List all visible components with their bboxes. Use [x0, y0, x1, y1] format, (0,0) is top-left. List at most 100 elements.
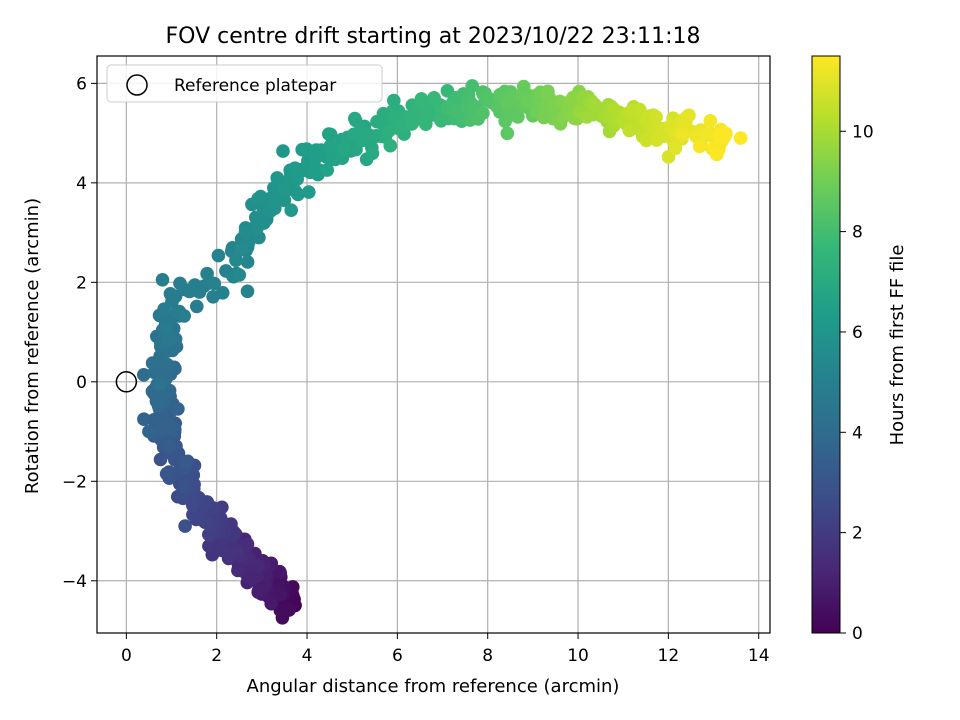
data-point — [387, 93, 401, 108]
data-point — [177, 479, 192, 494]
legend-label-reference: Reference platepar — [174, 76, 336, 96]
scatter-points — [115, 79, 748, 625]
x-tick-label: 10 — [567, 646, 589, 666]
data-point — [326, 139, 340, 154]
x-tick-label: 14 — [748, 646, 770, 666]
x-tick-label: 4 — [302, 646, 313, 666]
data-point — [186, 507, 200, 522]
data-point — [310, 164, 324, 178]
legend: Reference platepar — [106, 64, 383, 103]
data-point — [251, 583, 266, 598]
data-point — [161, 332, 175, 347]
y-tick-label: 0 — [76, 373, 87, 393]
data-point — [692, 139, 707, 154]
y-tick-label: 4 — [76, 174, 87, 194]
data-point — [320, 163, 335, 177]
data-point — [215, 286, 230, 300]
data-point — [563, 94, 577, 109]
y-tick-label: −2 — [62, 472, 87, 492]
data-point — [516, 79, 531, 94]
data-point — [163, 287, 178, 301]
y-axis-label: Rotation from reference (arcmin) — [22, 198, 43, 494]
colorbar-gradient — [811, 55, 841, 634]
data-point — [676, 128, 690, 142]
data-point — [337, 142, 352, 156]
data-point — [348, 113, 363, 128]
data-point — [639, 133, 654, 148]
data-point — [294, 162, 309, 177]
data-point — [152, 377, 167, 392]
data-point — [202, 539, 216, 553]
data-point — [207, 276, 222, 291]
data-point — [184, 284, 198, 298]
data-point — [382, 124, 396, 138]
x-tick-label: 12 — [658, 646, 680, 666]
axes-frame — [96, 55, 771, 634]
data-point — [406, 115, 420, 129]
data-point — [177, 309, 191, 323]
data-point — [246, 571, 260, 585]
data-point — [238, 224, 253, 239]
data-point — [701, 128, 716, 143]
data-point — [668, 141, 683, 156]
colorbar-tick-label: 4 — [852, 423, 863, 443]
data-point — [179, 455, 193, 469]
data-point — [151, 393, 166, 408]
colorbar-label: Hours from first FF file — [887, 245, 908, 446]
data-point — [190, 299, 204, 314]
data-point — [153, 452, 168, 467]
data-point — [273, 587, 288, 602]
data-point — [240, 255, 255, 269]
colorbar-tick-label: 10 — [852, 122, 874, 142]
data-point — [481, 91, 496, 105]
data-point — [240, 284, 255, 299]
colorbar-tick-label: 6 — [852, 323, 863, 343]
colorbar-tick-label: 0 — [852, 624, 863, 644]
data-point — [276, 144, 290, 158]
colorbar-ticks: 0 2 4 6 8 10 — [840, 122, 874, 644]
reference-platepar-marker — [115, 371, 138, 393]
data-point — [137, 412, 151, 427]
data-point — [414, 92, 429, 106]
plot-frame — [96, 55, 771, 634]
data-point — [234, 242, 249, 256]
data-point — [240, 537, 255, 551]
x-tick-label: 8 — [482, 646, 493, 666]
x-tick-label: 6 — [392, 646, 403, 666]
x-axis-label: Angular distance from reference (arcmin) — [247, 676, 620, 697]
x-tick-label: 0 — [121, 646, 132, 666]
x-tick-label: 2 — [211, 646, 222, 666]
data-point — [393, 120, 408, 134]
colorbar: 0 2 4 6 8 10 Hours from first FF file — [811, 55, 908, 644]
colorbar-tick-label: 8 — [852, 223, 863, 243]
colorbar-tick-label: 2 — [852, 524, 863, 544]
data-point — [272, 564, 287, 579]
data-point — [476, 106, 490, 120]
data-point — [232, 268, 247, 282]
y-tick-label: 6 — [76, 74, 87, 94]
data-point — [323, 127, 338, 142]
data-point — [682, 108, 696, 123]
data-point — [712, 128, 727, 142]
data-point — [291, 187, 305, 202]
data-point — [229, 253, 243, 268]
data-point — [253, 215, 267, 230]
data-point — [251, 559, 265, 573]
data-point — [264, 596, 279, 611]
data-point — [500, 126, 515, 141]
y-tick-label: −4 — [62, 572, 87, 592]
data-point — [733, 131, 748, 145]
data-point — [142, 424, 156, 439]
data-point — [178, 519, 192, 533]
data-point — [211, 248, 226, 263]
chart-title: FOV centre drift starting at 2023/10/22 … — [166, 24, 701, 49]
data-point — [622, 123, 637, 138]
data-point — [162, 419, 177, 433]
data-point — [450, 104, 464, 118]
data-point — [649, 110, 663, 124]
data-point — [215, 543, 229, 558]
data-point — [155, 273, 170, 287]
data-point — [388, 109, 402, 123]
data-point — [157, 302, 171, 317]
data-point — [270, 171, 285, 185]
